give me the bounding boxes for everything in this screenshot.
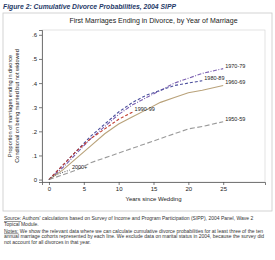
series-label: 2000+ [72,164,87,170]
x-axis: 0 5 10 15 20 25 [43,182,266,192]
tick-mark [223,182,224,185]
tick-label: 10 [116,186,123,192]
tick-label: .1 [32,153,38,159]
tick: .4 [32,80,42,86]
tick: 5 [83,182,87,192]
chart-box [3,13,272,211]
tick: .2 [32,129,42,135]
tick: 15 [151,182,158,192]
y-axis-title: Conditional on being married but not wid… [14,49,20,163]
tick-label: .3 [32,105,38,111]
tick-mark [49,182,50,185]
axis-line [43,183,266,186]
source-text: Source: Authors' calculations based on S… [4,215,253,227]
tick-label: 0 [34,177,38,183]
tick-mark [39,35,42,36]
tick-label: .5 [32,56,38,62]
title: First Marriages Ending in Divorce, by Ye… [69,17,237,25]
y-axis-title: Proportion of marriages ending in divorc… [7,55,13,157]
tick-mark [84,182,85,185]
axis-line [39,31,43,183]
tick-label: .6 [32,32,38,38]
tick: .3 [32,105,42,111]
series-label: 1950-59 [225,116,245,122]
tick-mark [39,59,42,60]
series-label: 1990-99 [135,106,155,112]
text-line: Topical Module. [4,221,39,227]
series-line [49,170,70,180]
tick-mark [188,182,189,185]
series-label: 1980-89 [204,75,224,81]
tick-mark [39,83,42,84]
y-axis: 0 .1 .2 .3 .4 .5 .6 [32,31,43,184]
caption: Figure 2: Cumulative Divorce Probabiliti… [3,3,176,11]
series-labels: 1970-791980-891960-69 1990-99 1950-59 2000+ [72,63,246,170]
tick-label: .2 [32,129,38,135]
lines [49,69,223,180]
tick-label: 0 [48,186,52,192]
text-line: Authors' calculations based on Survey of… [21,215,253,221]
tick-mark [39,107,42,108]
tick-label: .4 [32,80,38,86]
tick: 20 [186,182,193,192]
series-line [49,69,223,180]
series-line [49,85,223,179]
tick: 25 [220,182,227,192]
tick-mark [154,182,155,185]
tick: 0 [34,177,42,183]
tick-mark [39,180,42,181]
tick: 10 [116,182,123,192]
tick: .6 [32,32,42,38]
tick-label: 20 [186,186,193,192]
tick: 0 [48,182,52,192]
series-label: 1970-79 [225,63,245,69]
tick-label: 5 [83,186,87,192]
tick-mark [119,182,120,185]
text-line: not account for all divorces in that yea… [4,239,91,245]
series-line [49,122,223,180]
chart: Figure 2: Cumulative Divorce Probabiliti… [0,0,275,260]
x-axis-title: Years since Wedding [125,196,181,202]
tick: .1 [32,153,42,159]
series-label: 1960-69 [225,79,245,85]
tick: .5 [32,56,42,62]
series-line [49,112,133,180]
tick-label: 15 [151,186,158,192]
tick-label: 25 [220,186,227,192]
notes-text: Notes: We show the relevant data where w… [4,228,264,246]
tick-mark [39,155,42,156]
plot-frame [42,30,265,182]
tick-mark [39,131,42,132]
